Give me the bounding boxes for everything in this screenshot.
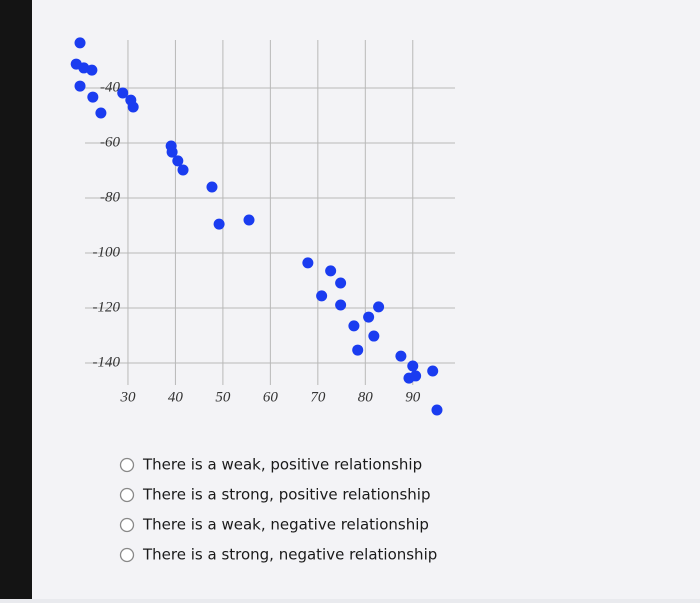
point [352, 344, 364, 356]
radio-button[interactable] [119, 457, 135, 473]
radio-button[interactable] [119, 487, 135, 503]
x-tick-label: 50 [215, 389, 231, 405]
point [166, 146, 178, 158]
point [127, 101, 139, 113]
option-label[interactable]: There is a weak, positive relationship [142, 456, 422, 474]
x-tick-label: 80 [358, 389, 374, 405]
point [395, 350, 407, 362]
x-tick-label: 70 [310, 389, 326, 405]
point [95, 107, 107, 119]
point [348, 320, 360, 332]
point [335, 277, 347, 289]
point [316, 290, 328, 302]
point [302, 257, 314, 269]
bezel [0, 0, 32, 599]
point [335, 299, 347, 311]
x-tick-label: 40 [168, 389, 184, 405]
point [213, 218, 225, 230]
point [410, 370, 422, 382]
point [172, 155, 184, 167]
point [117, 87, 129, 99]
radio-button[interactable] [119, 547, 135, 563]
x-tick-label: 60 [263, 389, 279, 405]
y-tick-label: -140 [93, 354, 121, 370]
option-label[interactable]: There is a weak, negative relationship [142, 516, 429, 534]
x-tick-label: 90 [405, 389, 421, 405]
point [373, 301, 385, 313]
point [87, 91, 99, 103]
x-tick-label: 30 [119, 389, 136, 405]
point [74, 37, 86, 49]
radio-button[interactable] [119, 517, 135, 533]
point [431, 404, 443, 416]
option-label[interactable]: There is a strong, positive relationship [142, 486, 431, 504]
screen-bg [32, 0, 700, 599]
y-tick-label: -120 [93, 299, 121, 315]
point [243, 214, 255, 226]
point [206, 181, 218, 193]
y-tick-label: -100 [93, 244, 121, 260]
point [325, 265, 337, 277]
point [407, 360, 419, 372]
point [74, 80, 86, 92]
point [427, 365, 439, 377]
point [368, 330, 380, 342]
point [363, 311, 375, 323]
point [177, 164, 189, 176]
y-tick-label: -40 [100, 79, 120, 95]
y-tick-label: -80 [100, 189, 120, 205]
point [86, 64, 98, 76]
y-tick-label: -60 [100, 134, 120, 150]
option-label[interactable]: There is a strong, negative relationship [142, 546, 437, 564]
